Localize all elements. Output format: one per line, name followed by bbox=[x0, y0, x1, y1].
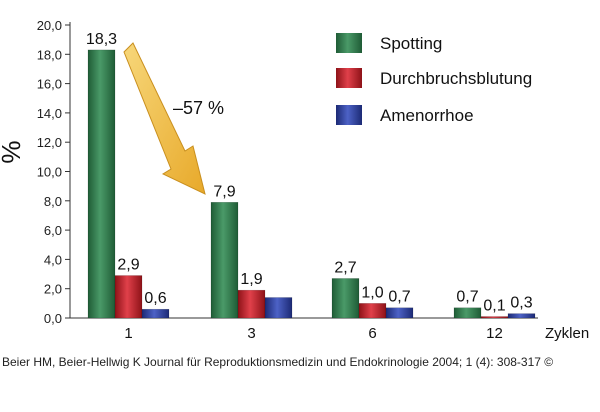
x-tick-label: 3 bbox=[247, 325, 255, 342]
bar-spotting-12 bbox=[453, 307, 482, 319]
y-tick-label: 10,0 bbox=[37, 165, 62, 180]
y-tick-label: 16,0 bbox=[37, 77, 62, 92]
y-tick-label: 2,0 bbox=[44, 282, 62, 297]
data-label: 0,6 bbox=[144, 290, 166, 307]
y-ticks: 0,0 2,0 4,0 6,0 8,0 10,0 12,0 14,0 16,0 18,0 20,0 bbox=[37, 18, 70, 326]
legend-swatch-spotting bbox=[336, 33, 362, 53]
data-label: 7,9 bbox=[213, 183, 235, 200]
y-tick-label: 4,0 bbox=[44, 252, 62, 267]
y-axis-title: % bbox=[0, 140, 26, 163]
legend-label-spotting: Spotting bbox=[380, 34, 442, 53]
y-tick-label: 14,0 bbox=[37, 106, 62, 121]
data-label: 0,1 bbox=[483, 298, 505, 315]
data-label: 2,7 bbox=[334, 259, 356, 276]
bar-spotting-6 bbox=[331, 278, 360, 319]
bar-durchbruchsblutung-12 bbox=[480, 316, 509, 319]
bar-amenorrhoe-6 bbox=[385, 307, 414, 319]
bar-spotting-1 bbox=[87, 49, 116, 319]
decline-arrow bbox=[123, 42, 206, 195]
data-label: 18,3 bbox=[86, 31, 117, 48]
bar-chart: % 0,0 2,0 4,0 6,0 8,0 10,0 12,0 14,0 16,0 18,0 20,… bbox=[0, 18, 589, 342]
bar-durchbruchsblutung-3 bbox=[237, 289, 266, 319]
bar-spotting-3 bbox=[210, 202, 239, 319]
y-tick-label: 18,0 bbox=[37, 47, 62, 62]
data-label: 0,7 bbox=[388, 289, 410, 306]
data-label: 1,9 bbox=[240, 271, 262, 288]
data-label: 2,9 bbox=[117, 257, 139, 274]
x-tick-label: 6 bbox=[368, 325, 376, 342]
data-label: 1,0 bbox=[361, 284, 383, 301]
bar-amenorrhoe-12 bbox=[507, 313, 536, 319]
y-tick-label: 20,0 bbox=[37, 18, 62, 33]
citation: Beier HM, Beier-Hellwig K Journal für Re… bbox=[2, 355, 554, 369]
y-tick-label: 8,0 bbox=[44, 194, 62, 209]
bar-amenorrhoe-3 bbox=[264, 297, 293, 319]
bars bbox=[87, 49, 536, 319]
bar-amenorrhoe-1 bbox=[141, 308, 170, 319]
data-label: 0,7 bbox=[456, 289, 478, 306]
x-tick-label: 1 bbox=[124, 325, 132, 342]
legend: Spotting Durchbruchsblutung Amenorrhoe bbox=[336, 33, 532, 125]
legend-swatch-amenorrhoe bbox=[336, 105, 362, 125]
bar-durchbruchsblutung-1 bbox=[114, 275, 143, 319]
legend-label-amenorrhoe: Amenorrhoe bbox=[380, 106, 474, 125]
x-tick-labels: 1 3 6 12 bbox=[124, 325, 503, 342]
x-axis-title: Zyklen bbox=[545, 325, 589, 342]
x-tick-label: 12 bbox=[486, 325, 503, 342]
y-tick-label: 0,0 bbox=[44, 311, 62, 326]
bar-durchbruchsblutung-6 bbox=[358, 303, 387, 319]
legend-swatch-durchbruchsblutung bbox=[336, 68, 362, 88]
data-labels: 18,3 2,9 0,6 7,9 1,9 2,7 1,0 0,7 0,7 0,1 0,3 bbox=[86, 31, 533, 315]
annotation-label: –57 % bbox=[173, 98, 224, 118]
data-label: 0,3 bbox=[510, 295, 532, 312]
legend-label-durchbruchsblutung: Durchbruchsblutung bbox=[380, 69, 532, 88]
y-tick-label: 6,0 bbox=[44, 223, 62, 238]
y-tick-label: 12,0 bbox=[37, 135, 62, 150]
